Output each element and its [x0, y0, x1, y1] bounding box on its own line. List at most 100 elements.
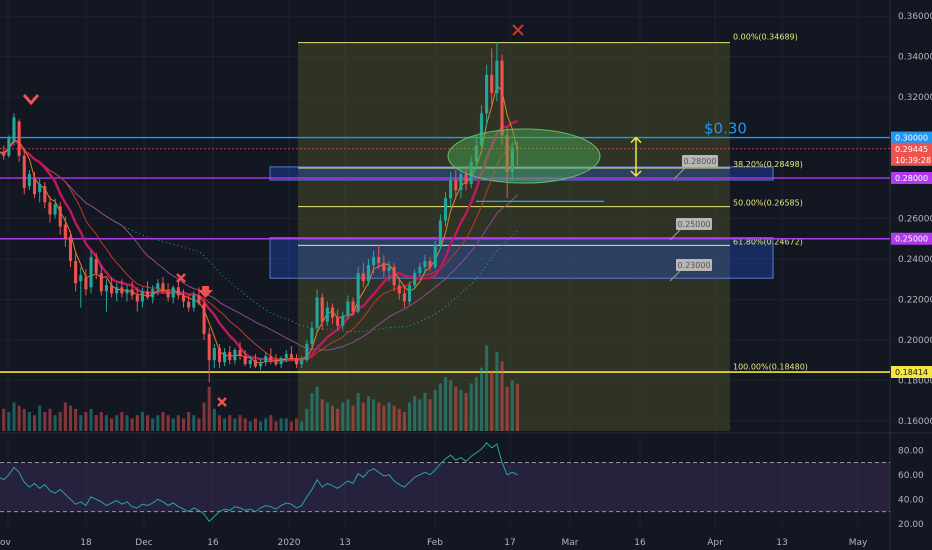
- time-tick-label: Mar: [562, 538, 579, 548]
- price-tag: [891, 153, 932, 166]
- candle-body: [94, 258, 98, 274]
- candle-body: [228, 352, 232, 361]
- candle-body: [382, 263, 386, 272]
- ma-slow: [0, 139, 518, 351]
- volume-bar: [485, 345, 489, 431]
- candle-body: [351, 301, 355, 312]
- candle-body: [135, 295, 139, 302]
- volume-bar: [505, 386, 509, 431]
- volume-bar: [79, 415, 83, 431]
- fib-level-label: 0.00%(0.34689): [733, 33, 798, 42]
- support-zone: [269, 237, 774, 279]
- volume-bar: [289, 421, 293, 431]
- price-tick-label: 0.36000: [898, 12, 932, 22]
- candle-body: [27, 173, 31, 187]
- candle-body: [187, 301, 191, 308]
- time-tick-label: 16: [634, 538, 646, 548]
- candle-body: [387, 267, 391, 272]
- price-tag: [891, 366, 932, 379]
- volume-bar: [140, 412, 144, 431]
- candle-body: [202, 303, 206, 334]
- callout-box: [676, 259, 712, 271]
- volume-bar: [264, 418, 268, 431]
- callout-label: 0.25000: [677, 220, 710, 229]
- candle-body: [423, 261, 427, 268]
- volume-bar: [377, 402, 381, 431]
- volume-bar: [99, 412, 103, 431]
- candle-body: [464, 173, 468, 185]
- volume-bar: [320, 399, 324, 431]
- price-tag-label: 0.25000: [895, 235, 928, 244]
- candle-body: [176, 287, 180, 296]
- candle-body: [361, 273, 365, 282]
- x-marker: [176, 273, 186, 283]
- volume-bar: [253, 418, 257, 431]
- rsi-tick-label: 20.00: [898, 520, 924, 530]
- candle-body: [418, 267, 422, 274]
- volume-bar: [474, 377, 478, 431]
- candle-body: [377, 256, 381, 264]
- volume-bar: [413, 396, 417, 431]
- volume-bar: [125, 415, 129, 431]
- candle-body: [181, 295, 186, 302]
- candle-body: [79, 275, 83, 282]
- volume-bar: [351, 405, 355, 431]
- candle-body: [356, 273, 360, 312]
- volume-bar: [259, 421, 263, 431]
- candle-body: [156, 283, 160, 290]
- down-arrow-marker: [198, 286, 213, 298]
- volume-bar: [495, 351, 499, 431]
- candle-body: [22, 155, 26, 189]
- candle-body: [140, 291, 144, 302]
- volume-bar: [423, 393, 427, 431]
- candle-body: [279, 358, 283, 365]
- candle-body: [402, 293, 406, 302]
- volume-bar: [310, 393, 314, 431]
- ma-medium: [0, 139, 518, 361]
- candle-body: [346, 301, 350, 316]
- candle-body: [217, 348, 222, 363]
- candle-body: [413, 273, 417, 286]
- callout-label: 0.23000: [677, 261, 710, 270]
- candle-body: [212, 348, 216, 361]
- volume-bar: [418, 399, 422, 431]
- price-tag: [891, 131, 932, 144]
- candle-body: [89, 256, 93, 288]
- volume-bar: [27, 412, 31, 431]
- volume-bar: [74, 408, 78, 431]
- volume-bar: [217, 415, 222, 431]
- volume-bar: [53, 415, 57, 431]
- candle-body: [166, 291, 170, 298]
- volume-bar: [130, 418, 134, 431]
- candle-body: [274, 360, 278, 365]
- ma-fast: [0, 120, 518, 363]
- volume-bar: [454, 386, 458, 431]
- volume-bar: [433, 389, 437, 431]
- price-tick-label: 0.34000: [898, 53, 932, 63]
- candle-body: [408, 285, 412, 302]
- candle-body: [99, 273, 103, 292]
- price-tag: [891, 142, 932, 155]
- candle-body: [505, 135, 509, 172]
- price-tick-label: 0.20000: [898, 336, 932, 346]
- volume-bar: [161, 412, 165, 431]
- volume-bar: [449, 380, 453, 431]
- volume-bar: [459, 389, 463, 431]
- candle-body: [438, 220, 442, 245]
- volume-bar: [305, 408, 309, 431]
- candle-body: [443, 198, 448, 221]
- sell-chevron-marker: [22, 94, 40, 106]
- volume-bar: [402, 412, 406, 431]
- volume-bar: [187, 412, 191, 431]
- volume-bar: [274, 421, 278, 431]
- candle-body: [500, 60, 504, 136]
- x-marker: [512, 24, 524, 36]
- candle-body: [284, 354, 288, 359]
- candle-body: [485, 74, 489, 114]
- candle-body: [459, 173, 463, 191]
- volume-bar: [202, 402, 206, 431]
- volume-bar: [300, 421, 304, 431]
- volume-bar: [387, 402, 391, 431]
